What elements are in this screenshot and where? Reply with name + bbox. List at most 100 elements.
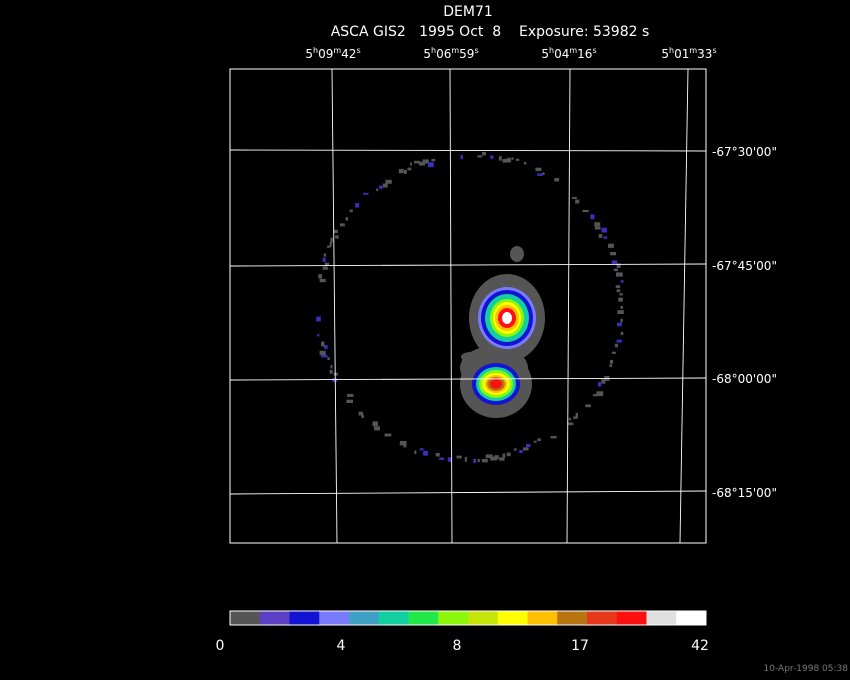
edge-speck: [609, 364, 613, 367]
ra-tick-label: 5h09m42s: [305, 46, 360, 61]
colorbar-segment: [468, 611, 499, 625]
edge-speck: [330, 364, 333, 369]
edge-speck: [614, 343, 619, 348]
colorbar-tick-label: 0: [216, 638, 225, 654]
dec-tick-label: -68°15'00": [712, 486, 777, 500]
dec-grid-line: [230, 263, 706, 267]
edge-speck: [601, 227, 607, 233]
edge-speck: [533, 440, 537, 443]
edge-speck: [384, 433, 392, 437]
edge-speck: [319, 350, 326, 356]
edge-speck: [379, 185, 383, 189]
edge-speck: [324, 262, 330, 266]
ra-grid-line: [331, 69, 338, 543]
colorbar-segment: [497, 611, 528, 625]
edge-speck: [349, 209, 353, 213]
edge-speck: [490, 456, 498, 461]
edge-speck: [592, 394, 598, 397]
edge-speck: [620, 318, 623, 323]
edge-speck: [346, 399, 353, 403]
colorbar-segment: [676, 611, 707, 625]
colorbar-segment: [527, 611, 558, 625]
edge-speck: [511, 157, 514, 160]
edge-speck: [515, 158, 520, 161]
colorbar-tick-label: 4: [337, 638, 346, 654]
dec-tick-label: -67°30'00": [712, 145, 777, 159]
timestamp: 10-Apr-1998 05:38: [764, 664, 849, 674]
edge-speck: [363, 192, 369, 195]
colorbar-segment: [557, 611, 588, 625]
edge-speck: [519, 450, 523, 454]
edge-speck: [506, 452, 511, 457]
edge-speck: [616, 289, 621, 293]
edge-speck: [477, 459, 480, 463]
edge-speck: [575, 412, 578, 418]
edge-speck: [355, 203, 360, 208]
edge-speck: [594, 222, 601, 227]
edge-speck: [554, 178, 560, 182]
edge-speck: [596, 391, 604, 397]
edge-speck: [482, 151, 486, 156]
edge-speck: [490, 155, 494, 159]
edge-speck: [597, 382, 602, 387]
edge-speck: [507, 157, 512, 163]
edge-speck: [601, 379, 606, 384]
chart-subtitle: ASCA GIS2 1995 Oct 8 Exposure: 53982 s: [331, 24, 650, 40]
edge-speck: [615, 285, 621, 289]
edge-speck: [398, 168, 404, 174]
edge-speck: [439, 457, 444, 460]
edge-speck: [609, 359, 614, 364]
edge-speck: [617, 322, 622, 327]
edge-speck: [537, 438, 541, 442]
edge-speck: [318, 274, 323, 279]
edge-speck: [616, 272, 623, 277]
edge-speck: [522, 447, 529, 451]
edge-speck: [498, 156, 502, 161]
edge-speck: [372, 421, 378, 427]
edge-speck: [333, 372, 339, 376]
edge-speck: [382, 183, 388, 188]
edge-speck: [329, 369, 333, 374]
colorbar-segment: [587, 611, 618, 625]
edge-speck: [327, 357, 330, 361]
edge-speck: [499, 457, 505, 461]
ra-grid-line: [679, 69, 689, 543]
edge-speck: [329, 242, 332, 247]
edge-speck: [567, 422, 574, 426]
colorbar-frame: [229, 610, 707, 626]
edge-speck: [333, 229, 338, 233]
noise-blob: [510, 246, 524, 262]
edge-speck: [616, 263, 621, 268]
edge-speck: [427, 162, 434, 168]
edge-speck: [616, 339, 622, 343]
ra-tick-labels: 5h09m42s 5h06m59s 5h04m16s 5h01m33s: [305, 46, 716, 61]
edge-speck: [481, 458, 488, 463]
dec-tick-label: -67°45'00": [712, 259, 777, 273]
edge-speck: [321, 341, 325, 347]
edge-speck: [464, 456, 467, 462]
edge-speck: [324, 345, 328, 349]
colorbar-tick-label: 17: [571, 638, 589, 654]
edge-speck: [603, 236, 608, 239]
edge-speck: [327, 245, 331, 248]
edge-speck: [568, 417, 571, 421]
edge-speck: [542, 172, 545, 175]
colorbar: [229, 610, 707, 626]
edge-speck: [374, 426, 380, 431]
edge-speck: [322, 257, 326, 262]
edge-speck: [617, 310, 624, 314]
colorbar-segment: [319, 611, 350, 625]
dec-grid-line: [230, 377, 706, 381]
dec-grid-line: [230, 149, 706, 152]
colorbar-segment: [646, 611, 677, 625]
colorbar-tick-labels: 0 4 8 17 42: [216, 638, 709, 654]
edge-speck: [477, 155, 483, 158]
edge-speck: [620, 306, 623, 309]
edge-speck: [608, 243, 614, 248]
edge-speck: [447, 457, 452, 462]
edge-speck: [422, 159, 429, 164]
source-contour: [490, 379, 502, 389]
edge-speck: [316, 316, 321, 322]
colorbar-tick-label: 8: [453, 638, 462, 654]
